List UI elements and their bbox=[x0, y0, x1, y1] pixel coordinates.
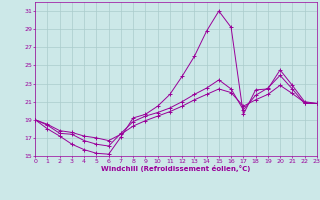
X-axis label: Windchill (Refroidissement éolien,°C): Windchill (Refroidissement éolien,°C) bbox=[101, 165, 251, 172]
